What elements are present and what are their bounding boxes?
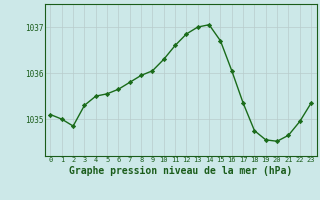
X-axis label: Graphe pression niveau de la mer (hPa): Graphe pression niveau de la mer (hPa) <box>69 165 292 176</box>
